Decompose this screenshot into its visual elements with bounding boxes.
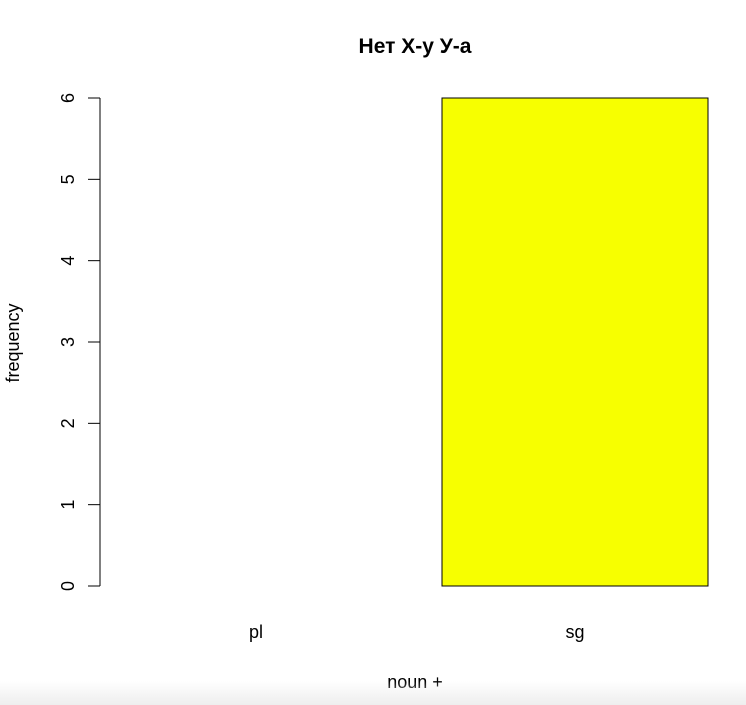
y-tick-label: 0 [58,581,78,591]
x-tick-label-sg: sg [565,622,584,642]
y-axis: 0 1 2 3 4 5 6 [58,93,101,591]
y-axis-label: frequency [3,303,23,382]
x-tick-labels: pl sg [249,622,585,642]
y-tick-label: 6 [58,93,78,103]
x-axis-label: noun + [387,672,443,692]
y-tick-label: 1 [58,500,78,510]
x-tick-label-pl: pl [249,622,263,642]
y-tick-label: 3 [58,337,78,347]
y-tick-label: 2 [58,418,78,428]
bar-sg [441,97,709,587]
bars-group [441,97,709,587]
chart-title: Нет Х-у У-а [359,35,472,58]
y-tick-label: 5 [58,174,78,184]
y-tick-label: 4 [58,256,78,266]
